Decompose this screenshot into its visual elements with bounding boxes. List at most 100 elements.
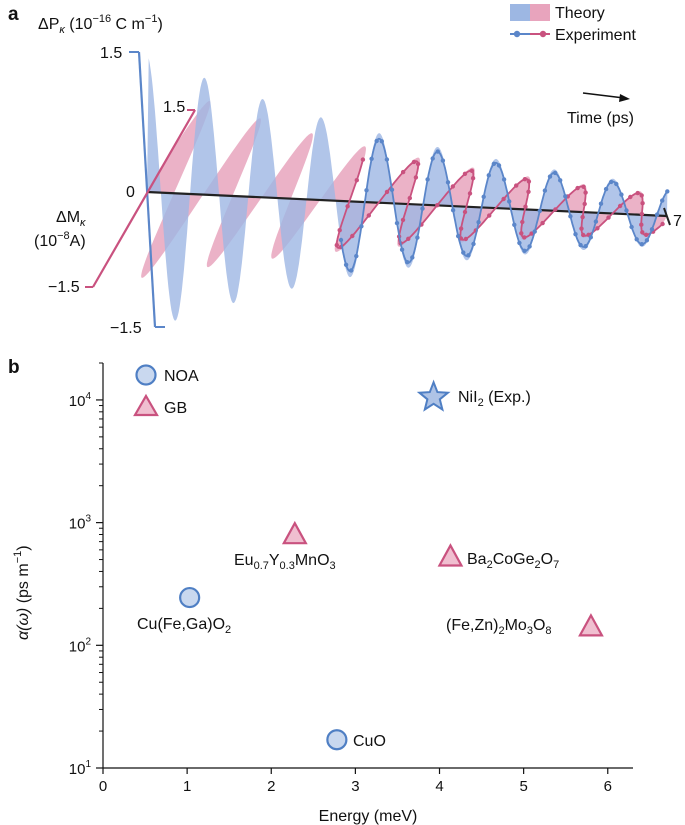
p-experiment-point xyxy=(568,214,573,219)
y-tick-label: 104 xyxy=(69,391,92,410)
m-experiment-series xyxy=(334,157,665,250)
m-experiment-point xyxy=(514,183,519,188)
m-experiment-point xyxy=(526,189,531,194)
m-experiment-point xyxy=(462,209,468,215)
x-axis-label: Energy (meV) xyxy=(319,808,418,825)
p-experiment-point xyxy=(430,156,435,161)
p-experiment-point xyxy=(461,250,466,255)
p-experiment-point xyxy=(445,180,451,185)
p-experiment-point xyxy=(532,229,537,234)
p-experiment-point xyxy=(624,208,629,213)
m-theory-fill xyxy=(141,101,668,278)
p-axis-unit-pre: (10 xyxy=(65,16,93,33)
p-experiment-point xyxy=(644,238,650,243)
p-experiment-point xyxy=(496,163,502,168)
p-experiment-point xyxy=(629,224,634,230)
point-triangle xyxy=(578,613,604,637)
p-experiment-point xyxy=(456,233,461,239)
label-fezn-mo3o8: (Fe,Zn)2Mo3O8 xyxy=(446,617,552,637)
y-ticks: 101 102 103 104 xyxy=(69,362,103,778)
legend-theory-swatch-p xyxy=(510,4,530,21)
m-axis-unit-pre: (10 xyxy=(34,233,57,250)
m-experiment-point xyxy=(522,177,528,182)
x-ticks: 0 1 2 3 4 5 6 xyxy=(99,768,612,795)
p-experiment-point xyxy=(491,161,497,166)
label-cuo: CuO xyxy=(353,733,386,750)
m-experiment-point xyxy=(583,190,588,195)
label-cufegao2: Cu(Fe,Ga)O2 xyxy=(137,616,231,636)
m-axis-unit: (10−8A) xyxy=(34,230,86,250)
p-experiment-point xyxy=(547,174,553,179)
label-bacogeo: Ba2CoGe2O7 xyxy=(467,551,559,571)
m-experiment-point xyxy=(581,232,586,238)
p-experiment-point xyxy=(476,220,481,225)
m-experiment-point xyxy=(579,226,584,231)
p-experiment-point xyxy=(343,262,349,267)
m-experiment-point xyxy=(467,191,473,196)
p-experiment-point xyxy=(517,240,522,246)
m-experiment-point xyxy=(640,201,645,206)
p-experiment-point xyxy=(369,156,374,161)
p-experiment-point xyxy=(501,177,507,182)
x-tick-label: 2 xyxy=(267,778,275,795)
x-tick-label: 5 xyxy=(519,778,527,795)
m-experiment-point xyxy=(470,176,476,181)
m-experiment-point xyxy=(354,178,359,183)
panel-a-letter: a xyxy=(8,4,19,25)
p-experiment-point xyxy=(552,170,558,176)
m-experiment-point xyxy=(519,231,524,236)
legend-noa-label: NOA xyxy=(164,368,199,385)
m-experiment-point xyxy=(413,175,419,180)
m-experiment-point xyxy=(575,185,580,191)
point-triangle xyxy=(281,520,308,545)
m-experiment-point xyxy=(487,213,492,218)
m-experiment-point xyxy=(639,193,644,198)
p-axis-sub: κ xyxy=(59,24,65,36)
p-experiment-point xyxy=(435,149,440,154)
p-axis-unit-close: ) xyxy=(157,16,162,33)
p-experiment-point xyxy=(507,199,512,204)
p-axis-unit-exp2: −1 xyxy=(145,13,158,25)
p-experiment-point xyxy=(527,244,532,249)
p-experiment-point xyxy=(512,222,517,227)
m-experiment-point xyxy=(407,195,412,201)
legend-gb-marker xyxy=(133,393,159,417)
m-experiment-point xyxy=(350,233,355,239)
p-experiment-point xyxy=(359,224,364,229)
x-tick-label: 4 xyxy=(435,778,443,795)
p-experiment-point xyxy=(598,201,604,206)
legend-gb-label: GB xyxy=(164,400,187,417)
m-axis-unit-post: A) xyxy=(70,233,86,250)
m-experiment-point xyxy=(617,203,623,209)
p-experiment-point xyxy=(354,253,359,259)
label-nii2: NiI2 (Exp.) xyxy=(458,389,531,409)
m-axis xyxy=(92,109,196,288)
x-tick-label: 6 xyxy=(604,778,612,795)
p-experiment-point xyxy=(440,158,446,163)
m-experiment-point xyxy=(553,207,558,212)
m-experiment-point xyxy=(458,226,464,231)
p-experiment-point xyxy=(537,208,542,214)
m-experiment-point xyxy=(540,220,545,226)
p-experiment-point xyxy=(486,173,491,178)
p-experiment-point xyxy=(410,255,415,260)
m-tick-label-top: 1.5 xyxy=(163,99,185,116)
m-experiment-point xyxy=(450,184,455,189)
m-experiment-point xyxy=(469,168,475,173)
m-experiment-point xyxy=(581,184,586,189)
legend-theory-swatch-m xyxy=(530,4,550,21)
zero-label: 0 xyxy=(126,184,135,201)
p-experiment-point xyxy=(578,242,583,248)
m-experiment-point xyxy=(628,194,633,200)
p-experiment-point xyxy=(471,241,476,247)
p-experiment-point xyxy=(466,253,471,258)
p-experiment-point xyxy=(563,194,568,199)
y-tick-label: 101 xyxy=(69,759,92,778)
p-axis-title: ΔPκ (10−16 C m−1) xyxy=(38,13,163,36)
p-experiment-point xyxy=(415,235,420,240)
point-triangle xyxy=(437,543,464,567)
m-experiment-point xyxy=(660,221,665,227)
point-circle xyxy=(326,729,348,751)
y-axis-unit-close: ) xyxy=(15,545,32,550)
